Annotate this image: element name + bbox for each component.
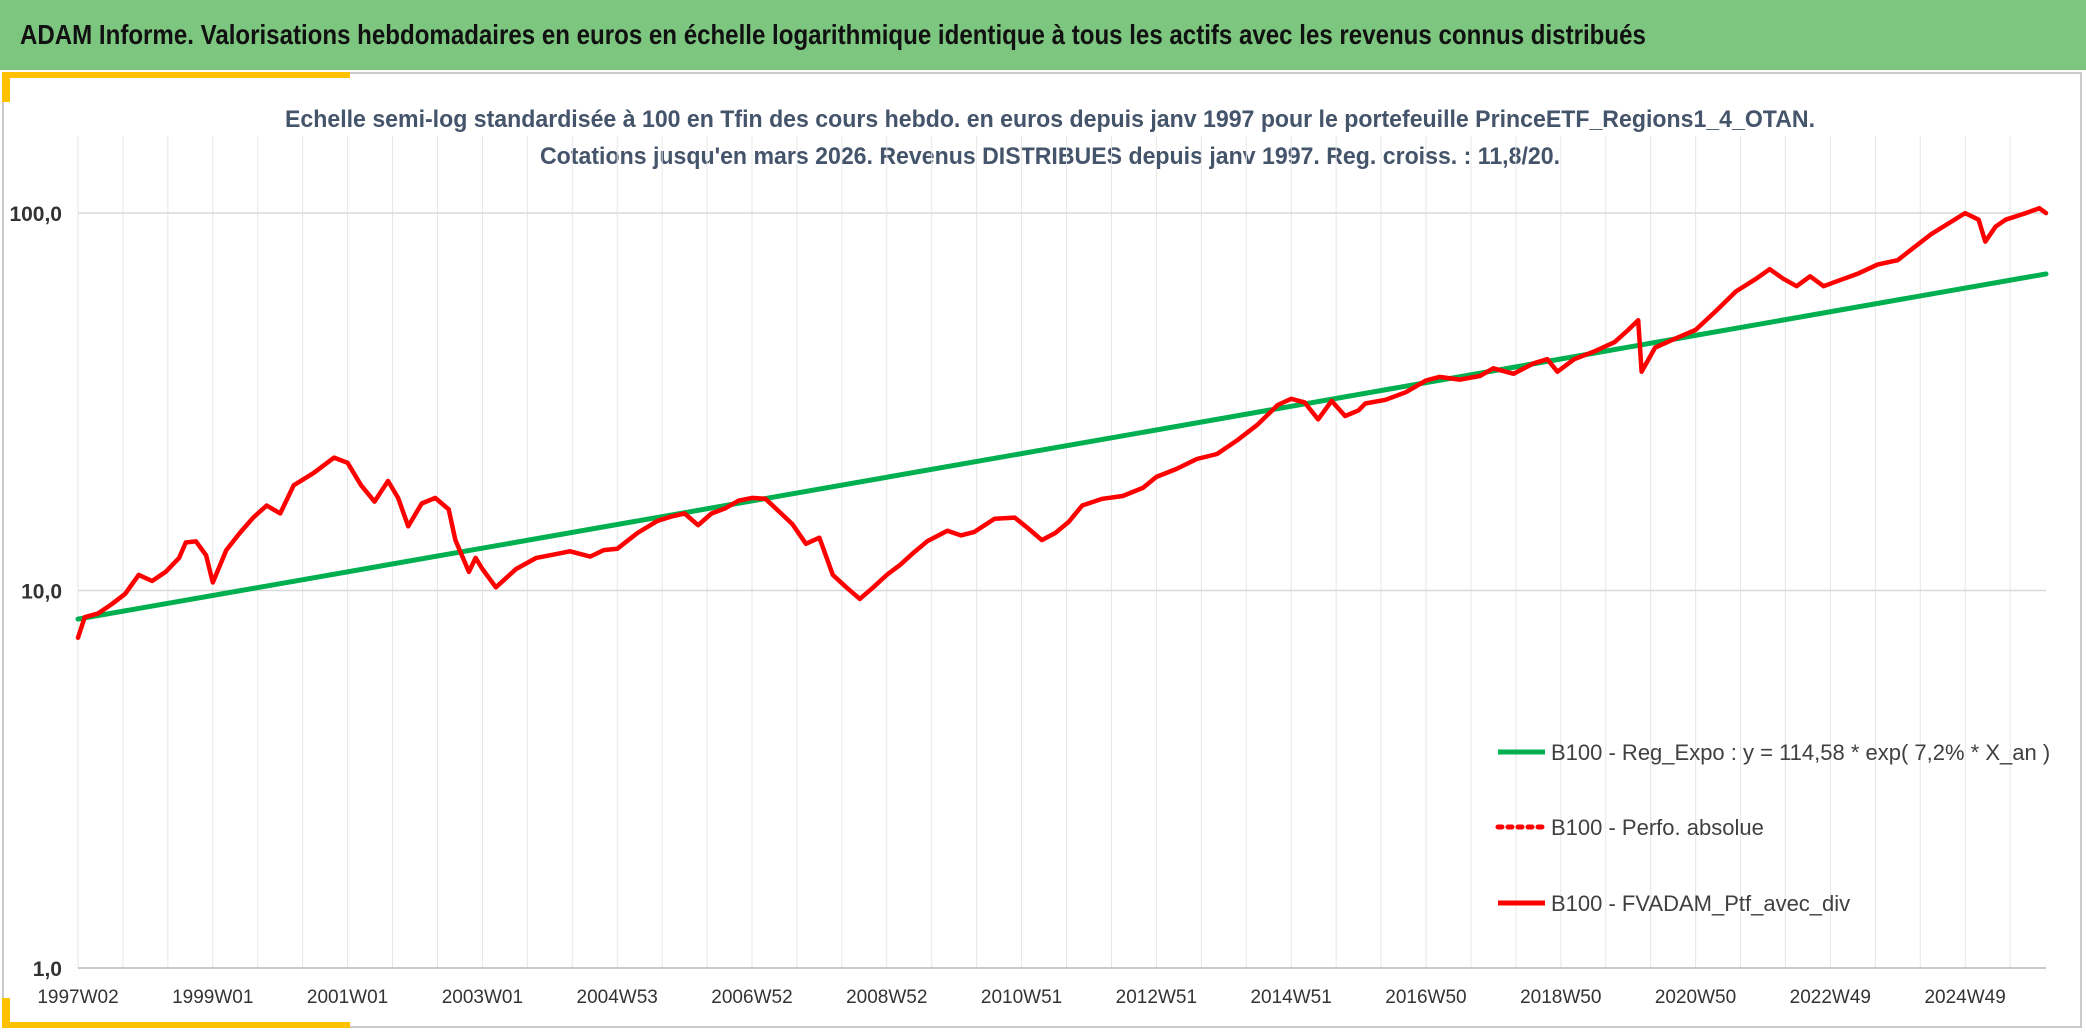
- chart-subtitle: Cotations jusqu'en mars 2026. Revenus DI…: [540, 143, 1560, 170]
- legend-label: B100 - Perfo. absolue: [1551, 815, 1764, 840]
- y-tick-label: 100,0: [9, 203, 62, 226]
- x-tick-label: 2024W49: [1924, 987, 2005, 1008]
- chart-frame: [2, 72, 2082, 1028]
- series-regression-line: [75, 271, 2049, 622]
- x-tick-label: 2003W01: [442, 987, 523, 1008]
- x-tick-label: 2010W51: [981, 987, 1062, 1008]
- chart-legend: B100 - Reg_Expo : y = 114,58 * exp( 7,2%…: [1495, 740, 2050, 916]
- x-tick-label: 1999W01: [172, 987, 253, 1008]
- accent-corner-top: [2, 72, 10, 102]
- x-tick-label: 2018W50: [1520, 987, 1601, 1008]
- x-tick-label: 2012W51: [1116, 987, 1197, 1008]
- series-layer: [75, 205, 2049, 640]
- x-tick-label: 2001W01: [307, 987, 388, 1008]
- x-tick-label: 2004W53: [577, 987, 658, 1008]
- x-tick-label: 2022W49: [1790, 987, 1871, 1008]
- series-portfolio-line: [75, 205, 2049, 640]
- accent-corner-bottom: [2, 998, 10, 1028]
- accent-bar-top: [2, 72, 350, 78]
- y-tick-label: 10,0: [21, 581, 62, 604]
- x-tick-label: 2016W50: [1385, 987, 1466, 1008]
- x-tick-label: 2014W51: [1250, 987, 1331, 1008]
- x-tick-label: 2020W50: [1655, 987, 1736, 1008]
- y-tick-label: 1,0: [33, 958, 62, 981]
- legend-label: B100 - FVADAM_Ptf_avec_div: [1551, 891, 1850, 916]
- chart-title: Echelle semi-log standardisée à 100 en T…: [285, 106, 1815, 133]
- accent-bar-bottom: [2, 1022, 350, 1028]
- legend-label: B100 - Reg_Expo : y = 114,58 * exp( 7,2%…: [1551, 740, 2050, 765]
- x-tick-label: 2008W52: [846, 987, 927, 1008]
- header-bar: ADAM Informe. Valorisations hebdomadaire…: [0, 0, 2086, 70]
- grid-layer: [77, 136, 2046, 969]
- x-tick-label: 2006W52: [711, 987, 792, 1008]
- axis-layer: 1,0 10,0 100,0 1997W02 1999W01 2001W01 2003W01…: [9, 203, 2046, 1008]
- x-tick-label: 1997W02: [37, 987, 118, 1008]
- page-title: ADAM Informe. Valorisations hebdomadaire…: [20, 19, 1646, 50]
